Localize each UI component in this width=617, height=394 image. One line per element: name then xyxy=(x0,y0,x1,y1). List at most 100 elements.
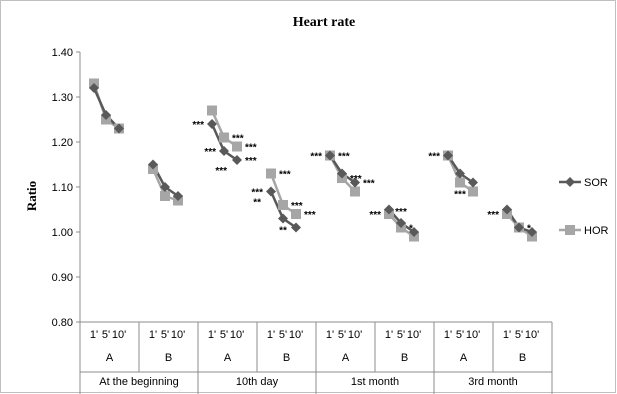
y-tick-label: 0.90 xyxy=(52,272,73,284)
sor-point xyxy=(337,168,347,179)
time-label: 10' xyxy=(171,329,185,341)
chart-title: Heart rate xyxy=(293,15,356,30)
time-label: 1' xyxy=(444,329,452,341)
time-label: 10' xyxy=(466,329,480,341)
significance-label: *** xyxy=(454,190,466,201)
sor-point xyxy=(384,204,394,215)
time-label: 1' xyxy=(503,329,511,341)
hor-point xyxy=(291,209,301,219)
significance-label: *** xyxy=(245,143,257,154)
series-markers xyxy=(89,78,537,242)
sor-point xyxy=(266,186,276,197)
significance-label: *** xyxy=(251,188,263,199)
time-label: 5' xyxy=(279,329,287,341)
significance-label: *** xyxy=(369,210,381,221)
hor-point xyxy=(350,186,360,197)
time-label: 10' xyxy=(525,329,539,341)
hor-point xyxy=(232,141,242,152)
significance-label: *** xyxy=(395,207,407,218)
sor-point xyxy=(232,155,242,165)
sor-point xyxy=(514,222,524,233)
significance-label: *** xyxy=(310,152,322,163)
legend-label: SOR xyxy=(584,177,608,189)
time-label: 10' xyxy=(348,329,362,341)
significance-label: *** xyxy=(279,170,291,181)
significance-label: *** xyxy=(291,201,303,212)
time-label: 5' xyxy=(220,329,228,341)
y-tick-label: 1.20 xyxy=(52,137,73,149)
y-tick-label: 0.80 xyxy=(52,317,73,329)
y-tick-label: 1.40 xyxy=(52,47,73,59)
group-label: B xyxy=(519,352,526,364)
sor-point xyxy=(350,177,360,188)
sor-point xyxy=(148,159,158,170)
group-label: A xyxy=(106,352,114,364)
significance-label: *** xyxy=(350,174,362,185)
sor-point xyxy=(325,150,335,161)
period-label: At the beginning xyxy=(99,376,179,388)
y-axis-label: Ratio xyxy=(24,181,39,211)
group-label: B xyxy=(283,352,290,364)
sor-point xyxy=(527,227,537,237)
time-label: 1' xyxy=(326,329,334,341)
significance-label: *** xyxy=(204,147,216,158)
sor-point xyxy=(173,191,183,201)
y-tick-label: 1.30 xyxy=(52,92,73,104)
significance-label: *** xyxy=(304,210,316,221)
hor-point xyxy=(468,186,478,197)
sor-point xyxy=(468,177,478,188)
significance-label: *** xyxy=(487,210,499,221)
sor-point xyxy=(89,83,99,93)
time-label: 10' xyxy=(230,329,244,341)
sor-point xyxy=(207,119,217,129)
time-label: 1' xyxy=(208,329,216,341)
period-label: 3rd month xyxy=(468,376,518,388)
period-label: 10th day xyxy=(236,376,279,388)
time-label: 1' xyxy=(267,329,275,341)
group-label: B xyxy=(165,352,172,364)
axes xyxy=(76,51,553,394)
time-label: 5' xyxy=(515,329,523,341)
significance-label: *** xyxy=(428,152,440,163)
y-tick-label: 1.10 xyxy=(52,182,73,194)
group-label: B xyxy=(401,352,408,364)
time-label: 10' xyxy=(112,329,126,341)
legend-label: HOR xyxy=(584,225,609,237)
sor-point xyxy=(396,218,406,228)
significance-label: ** xyxy=(253,198,261,209)
significance-label: *** xyxy=(192,120,204,131)
legend-swatch-marker xyxy=(565,225,575,235)
hor-point xyxy=(278,200,288,210)
hor-point xyxy=(455,177,465,188)
significance-label: ** xyxy=(279,226,287,237)
time-label: 5' xyxy=(161,329,169,341)
hor-point xyxy=(266,168,276,179)
significance-label: * xyxy=(409,224,413,235)
sor-point xyxy=(219,146,229,156)
sor-point xyxy=(502,204,512,215)
group-label: A xyxy=(460,352,468,364)
sor-point xyxy=(409,227,419,237)
time-label: 1' xyxy=(90,329,98,341)
legend-swatch-marker xyxy=(565,177,575,187)
y-tick-label: 1.00 xyxy=(52,227,73,239)
significance-label: *** xyxy=(338,152,350,163)
period-label: 1st month xyxy=(351,376,399,388)
significance-annotations: ****************** ******************* ***… xyxy=(192,120,531,237)
time-label: 1' xyxy=(385,329,393,341)
significance-label: *** xyxy=(232,134,244,145)
sor-point xyxy=(278,213,288,224)
significance-label: *** xyxy=(215,166,227,177)
sor-point xyxy=(455,168,465,179)
sor-point xyxy=(443,150,453,161)
significance-label: *** xyxy=(245,156,257,167)
time-label: 5' xyxy=(338,329,346,341)
legend: SOR HOR xyxy=(559,177,609,237)
sor-point xyxy=(291,222,301,233)
y-tick-labels: 0.80 0.90 1.00 1.10 1.20 1.30 1.40 xyxy=(52,47,73,329)
time-label: 1' xyxy=(149,329,157,341)
sor-point xyxy=(160,182,170,192)
time-label: 10' xyxy=(289,329,303,341)
group-label: A xyxy=(342,352,350,364)
